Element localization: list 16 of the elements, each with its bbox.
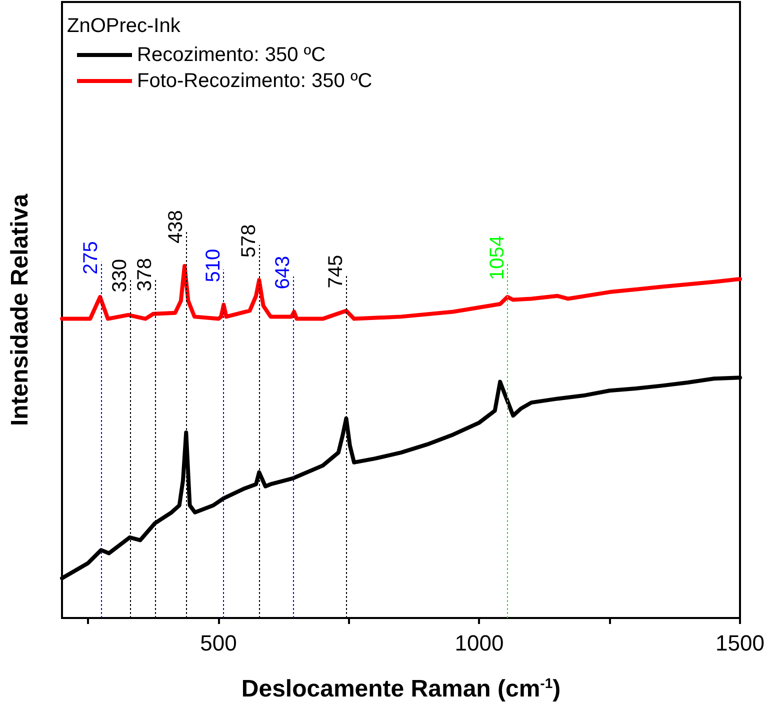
ref-line-label: 745 (325, 254, 348, 288)
ref-line-label: 1054 (486, 236, 508, 280)
ref-line-label: 378 (134, 258, 156, 292)
legend-title: ZnOPrec-Ink (67, 15, 182, 37)
ref-line-label: 275 (80, 241, 102, 274)
ref-line-label: 510 (202, 248, 225, 282)
x-tick-label: 1500 (716, 630, 764, 656)
legend-label: Foto-Recozimento: 350 ºC (137, 70, 372, 92)
legend-label: Recozimento: 350 ºC (137, 44, 326, 66)
x-tick-label: 1000 (454, 630, 504, 656)
ref-line-label: 330 (108, 259, 131, 292)
ref-line-label: 643 (272, 256, 294, 290)
y-axis-title: Intensidade Relativa (6, 193, 34, 426)
ref-line-label: 578 (238, 224, 260, 258)
ref-line-label: 438 (165, 210, 188, 244)
x-tick-label: 500 (200, 630, 237, 656)
